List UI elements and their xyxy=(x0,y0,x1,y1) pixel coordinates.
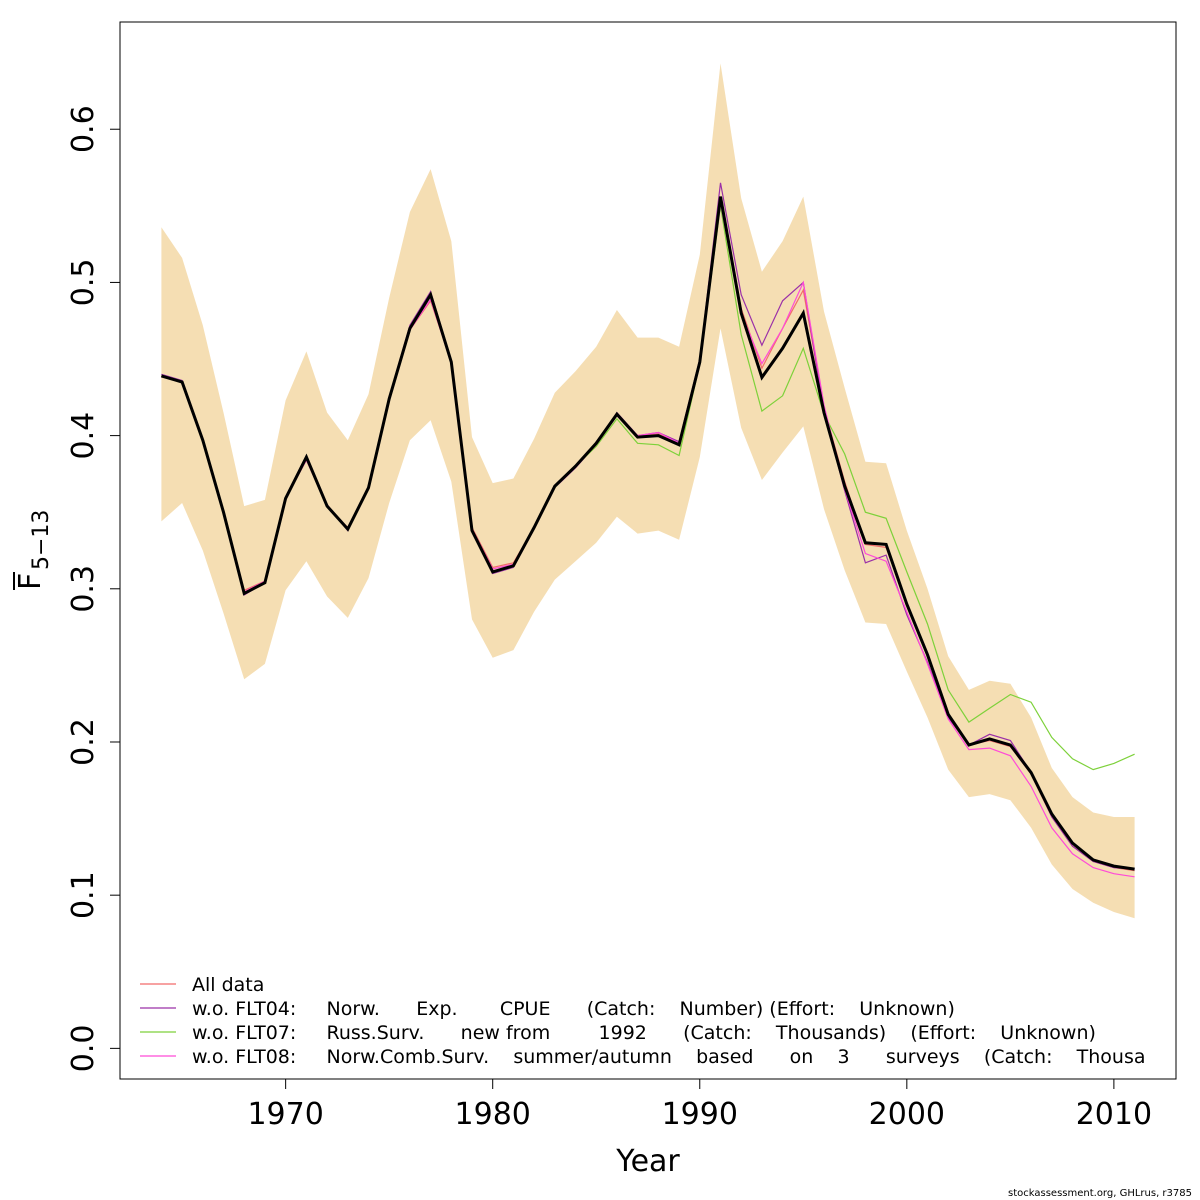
plot-frame xyxy=(119,21,1177,1080)
y-tick-label-0: 0.0 xyxy=(66,1025,101,1073)
legend-label-3: w.o. FLT07: Russ.Surv. new from 1992 (Ca… xyxy=(192,1022,1096,1044)
legend-label-4: w.o. FLT08: Norw.Comb.Surv. summer/autum… xyxy=(192,1046,1146,1068)
x-tick-label-1990: 1990 xyxy=(662,1097,738,1132)
main-estimate-line xyxy=(160,196,1135,871)
y-tick-label-5: 0.5 xyxy=(66,259,101,307)
y-tick-label-3: 0.3 xyxy=(66,565,101,613)
x-axis: 1970 1980 1990 2000 2010 xyxy=(247,1079,1152,1132)
x-tick-label-2010: 2010 xyxy=(1076,1097,1152,1132)
x-tick-label-1980: 1980 xyxy=(455,1097,531,1132)
y-tick-label-6: 0.6 xyxy=(66,105,101,153)
y-axis: 0.0 0.1 0.2 0.3 0.4 0.5 0.6 xyxy=(66,105,120,1072)
x-tick-label-2000: 2000 xyxy=(869,1097,945,1132)
credit-text: stockassessment.org, GHLrus, r3785 xyxy=(1008,1188,1192,1199)
confidence-band-layer xyxy=(161,63,1135,919)
legend-label-1: All data xyxy=(192,974,264,996)
y-axis-title-subscript: 5−13 xyxy=(29,510,54,570)
legend-label-2: w.o. FLT04: Norw. Exp. CPUE (Catch: Numb… xyxy=(192,998,955,1020)
confidence-band xyxy=(161,63,1135,919)
x-tick-label-1970: 1970 xyxy=(247,1097,323,1132)
x-axis-title: Year xyxy=(615,1144,680,1179)
y-tick-label-4: 0.4 xyxy=(66,412,101,460)
y-axis-title-main: F xyxy=(13,573,48,590)
y-tick-label-2: 0.2 xyxy=(66,718,101,766)
y-tick-label-1: 0.1 xyxy=(66,871,101,919)
y-axis-title: F 5−13 xyxy=(13,510,54,590)
main-line-layer xyxy=(160,196,1135,871)
